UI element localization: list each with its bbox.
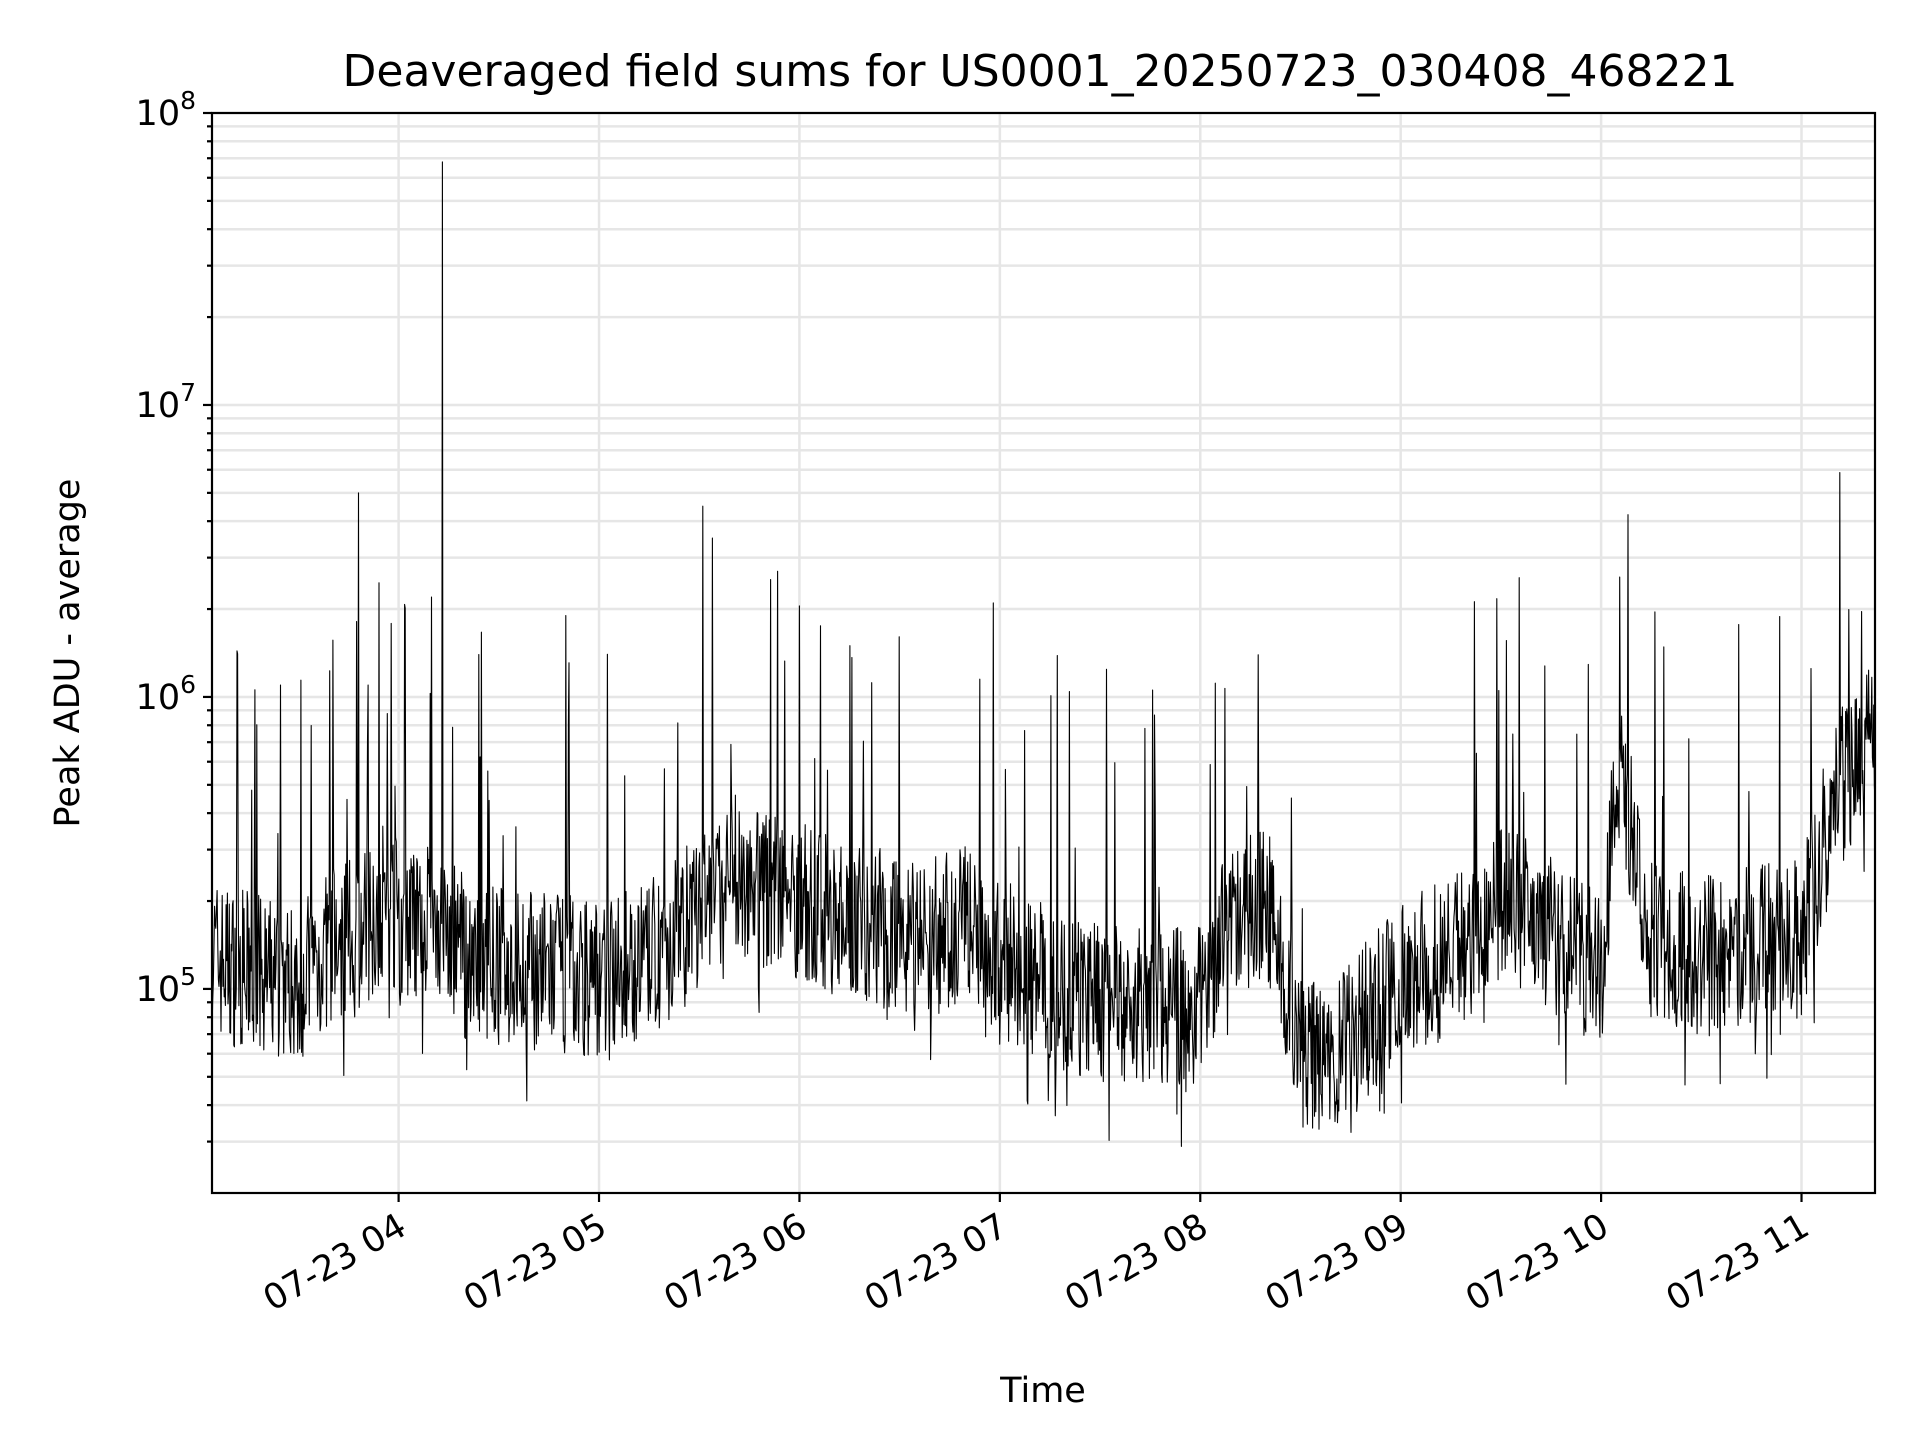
x-tick-label: 07-23 06 — [658, 1206, 814, 1319]
y-tick-label: 105 — [136, 962, 196, 1010]
x-tick-label: 07-23 04 — [257, 1206, 413, 1319]
grid — [212, 111, 1875, 1193]
x-axis-label: Time — [999, 1371, 1086, 1411]
axis-ticks: 105 106 107 108 07-23 04 07-23 05 07-23 06 07-2… — [136, 86, 1816, 1319]
series-line — [211, 161, 1876, 1147]
y-tick-label: 106 — [136, 670, 196, 718]
series-layer — [211, 161, 1876, 1147]
x-tick-label: 07-23 08 — [1058, 1206, 1214, 1319]
y-tick-label: 108 — [136, 86, 196, 134]
x-tick-label: 07-23 05 — [457, 1206, 613, 1319]
x-tick-label: 07-23 07 — [858, 1206, 1014, 1319]
chart-title: Deaveraged field sums for US0001_2025072… — [343, 46, 1738, 97]
x-tick-label: 07-23 10 — [1459, 1206, 1615, 1319]
y-axis-label: Peak ADU - average — [48, 479, 88, 828]
y-tick-label: 107 — [136, 378, 196, 426]
plot-frame — [210, 111, 1877, 1195]
x-tick-label: 07-23 11 — [1660, 1206, 1816, 1319]
x-tick-label: 07-23 09 — [1259, 1206, 1415, 1319]
